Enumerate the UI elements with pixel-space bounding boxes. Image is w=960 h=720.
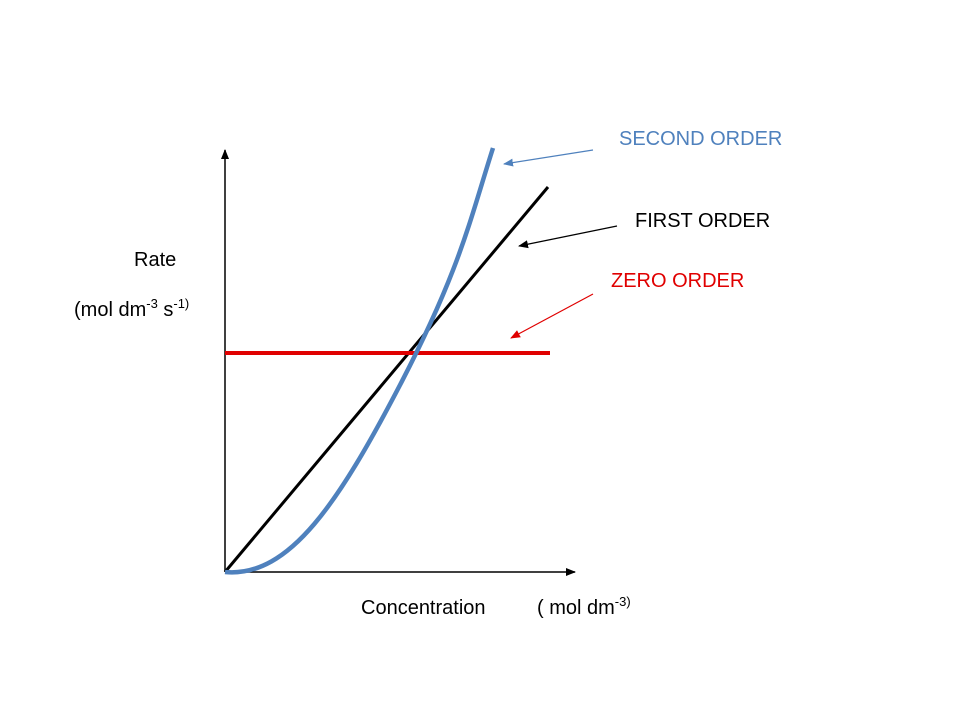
unit-part: ( mol dm xyxy=(537,597,615,619)
first-order-pointer xyxy=(518,225,618,249)
zero-order-label: ZERO ORDER xyxy=(611,270,744,292)
second-order-label: SECOND ORDER xyxy=(619,128,782,150)
x-axis-unit: ( mol dm-3) xyxy=(537,594,631,619)
unit-part: (mol dm xyxy=(74,299,146,321)
zero-order-pointer xyxy=(510,293,594,339)
x-axis-title: Concentration xyxy=(361,597,486,619)
unit-sup: -3 xyxy=(146,296,158,311)
second-order-pointer xyxy=(503,149,594,167)
y-axis-title: Rate xyxy=(134,249,176,271)
second-order-curve xyxy=(224,147,496,575)
unit-part: s xyxy=(158,299,174,321)
first-order-label: FIRST ORDER xyxy=(635,210,770,232)
unit-sup: -1) xyxy=(173,296,189,311)
first-order-line xyxy=(223,186,550,573)
y-axis-unit: (mol dm-3 s-1) xyxy=(74,296,189,321)
unit-sup: -3) xyxy=(615,594,631,609)
